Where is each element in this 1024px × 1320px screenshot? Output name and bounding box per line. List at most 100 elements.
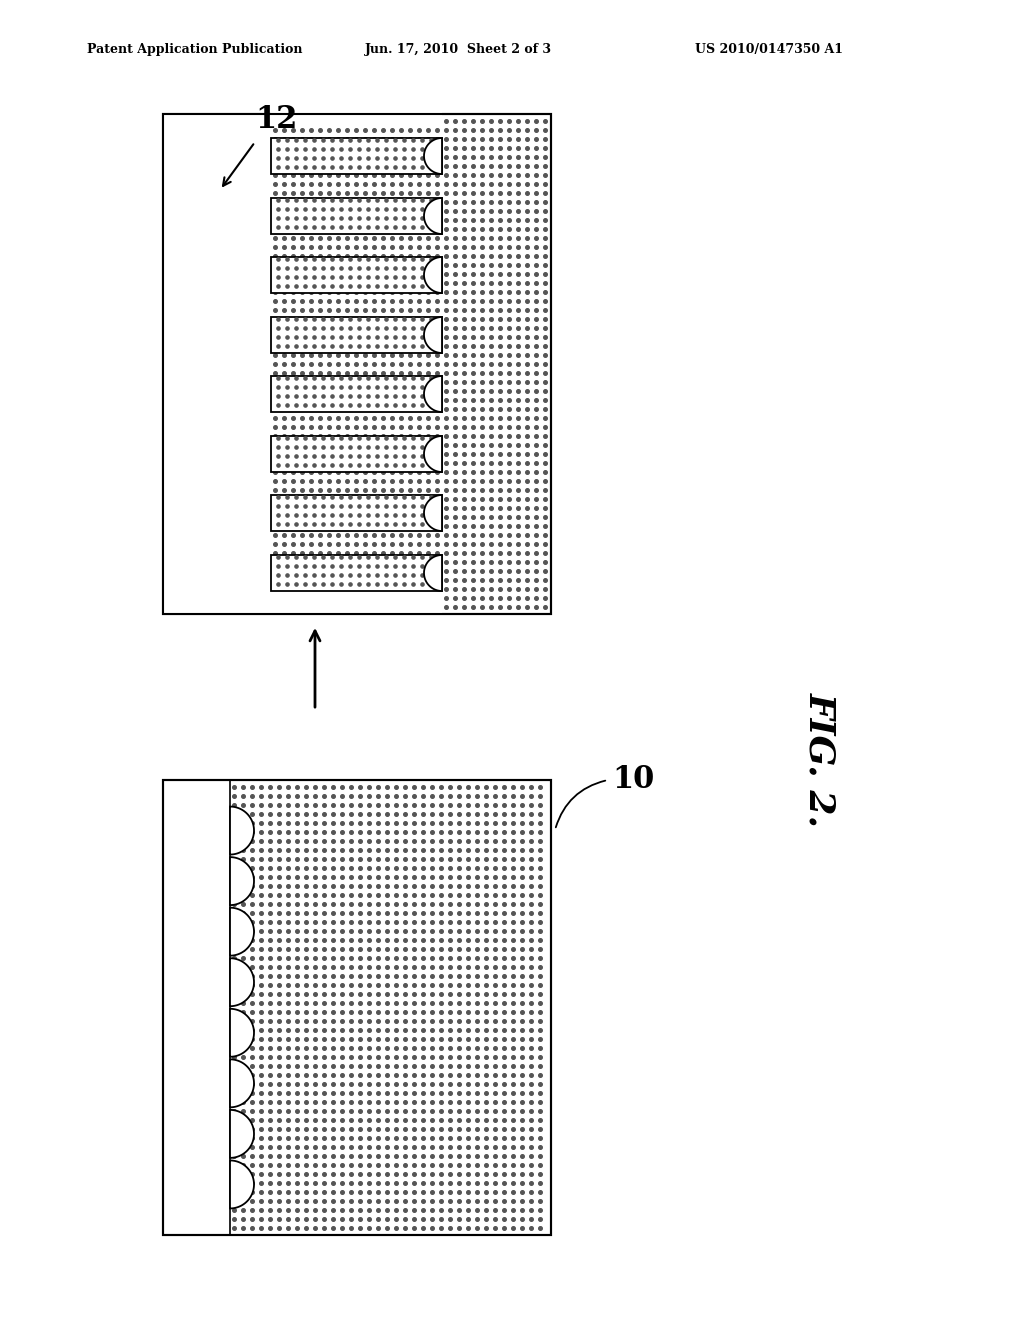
Circle shape	[328, 543, 332, 546]
Circle shape	[368, 894, 372, 898]
Circle shape	[394, 948, 398, 952]
Circle shape	[349, 385, 352, 389]
Circle shape	[394, 1056, 398, 1059]
Circle shape	[463, 264, 466, 268]
Circle shape	[409, 300, 413, 304]
Circle shape	[403, 1209, 408, 1212]
Circle shape	[349, 446, 352, 449]
Circle shape	[525, 137, 529, 141]
Circle shape	[430, 395, 433, 399]
Circle shape	[273, 552, 278, 556]
Circle shape	[399, 236, 403, 240]
Circle shape	[480, 210, 484, 214]
Circle shape	[350, 1155, 353, 1159]
Circle shape	[431, 821, 434, 825]
Circle shape	[283, 399, 287, 403]
Circle shape	[394, 216, 397, 220]
Circle shape	[322, 285, 325, 288]
Circle shape	[413, 912, 417, 915]
Circle shape	[283, 462, 287, 465]
Circle shape	[399, 399, 403, 403]
Circle shape	[358, 565, 361, 568]
Circle shape	[413, 884, 417, 888]
Circle shape	[439, 1056, 443, 1059]
Circle shape	[430, 209, 433, 211]
Circle shape	[499, 300, 503, 304]
Circle shape	[296, 1047, 299, 1051]
Circle shape	[484, 903, 488, 907]
Circle shape	[278, 830, 282, 834]
Circle shape	[341, 1155, 344, 1159]
Circle shape	[301, 201, 304, 205]
Circle shape	[427, 543, 430, 546]
Circle shape	[517, 462, 520, 465]
Circle shape	[439, 1226, 443, 1230]
Circle shape	[525, 309, 529, 313]
Circle shape	[430, 157, 433, 160]
Circle shape	[512, 1101, 515, 1105]
Circle shape	[322, 574, 325, 577]
Circle shape	[328, 318, 332, 321]
Circle shape	[260, 921, 263, 924]
Circle shape	[283, 380, 287, 384]
Circle shape	[503, 1028, 506, 1032]
Circle shape	[409, 201, 413, 205]
Circle shape	[268, 884, 272, 888]
Circle shape	[301, 129, 304, 132]
Circle shape	[376, 157, 379, 160]
Circle shape	[403, 974, 408, 978]
Circle shape	[309, 453, 313, 457]
Circle shape	[341, 1002, 344, 1006]
Circle shape	[435, 533, 439, 537]
Circle shape	[422, 1217, 425, 1221]
Circle shape	[332, 1092, 335, 1096]
Circle shape	[386, 1019, 389, 1023]
Circle shape	[512, 1217, 515, 1221]
Circle shape	[422, 1146, 425, 1150]
Circle shape	[286, 148, 289, 150]
Circle shape	[409, 533, 413, 537]
Circle shape	[368, 1092, 372, 1096]
Circle shape	[273, 290, 278, 294]
Circle shape	[251, 1101, 254, 1105]
Circle shape	[313, 455, 316, 458]
Circle shape	[346, 444, 349, 447]
Circle shape	[472, 290, 475, 294]
Circle shape	[385, 523, 388, 527]
Circle shape	[373, 606, 376, 610]
Circle shape	[332, 1065, 335, 1068]
Circle shape	[476, 974, 479, 978]
Circle shape	[273, 137, 278, 141]
Circle shape	[283, 129, 287, 132]
Circle shape	[512, 1155, 515, 1159]
Circle shape	[354, 219, 358, 222]
Circle shape	[454, 255, 458, 259]
Circle shape	[364, 147, 368, 150]
Circle shape	[418, 227, 421, 231]
Text: 12: 12	[255, 104, 297, 135]
Circle shape	[480, 488, 484, 492]
Circle shape	[472, 210, 475, 214]
Circle shape	[251, 1047, 254, 1051]
Circle shape	[273, 479, 278, 483]
Circle shape	[251, 1011, 254, 1014]
Circle shape	[276, 148, 281, 150]
Circle shape	[394, 523, 397, 527]
Circle shape	[242, 1172, 246, 1176]
Circle shape	[350, 903, 353, 907]
Circle shape	[232, 1200, 237, 1204]
Circle shape	[412, 327, 415, 330]
Circle shape	[458, 1028, 461, 1032]
Circle shape	[394, 504, 397, 508]
Circle shape	[458, 830, 461, 834]
Circle shape	[283, 120, 287, 123]
Circle shape	[368, 1011, 372, 1014]
Circle shape	[251, 1191, 254, 1195]
Circle shape	[413, 1047, 417, 1051]
Circle shape	[322, 166, 325, 169]
Circle shape	[332, 1082, 335, 1086]
Circle shape	[449, 1038, 453, 1041]
Circle shape	[427, 488, 430, 492]
Circle shape	[368, 1146, 372, 1150]
Circle shape	[444, 120, 449, 123]
